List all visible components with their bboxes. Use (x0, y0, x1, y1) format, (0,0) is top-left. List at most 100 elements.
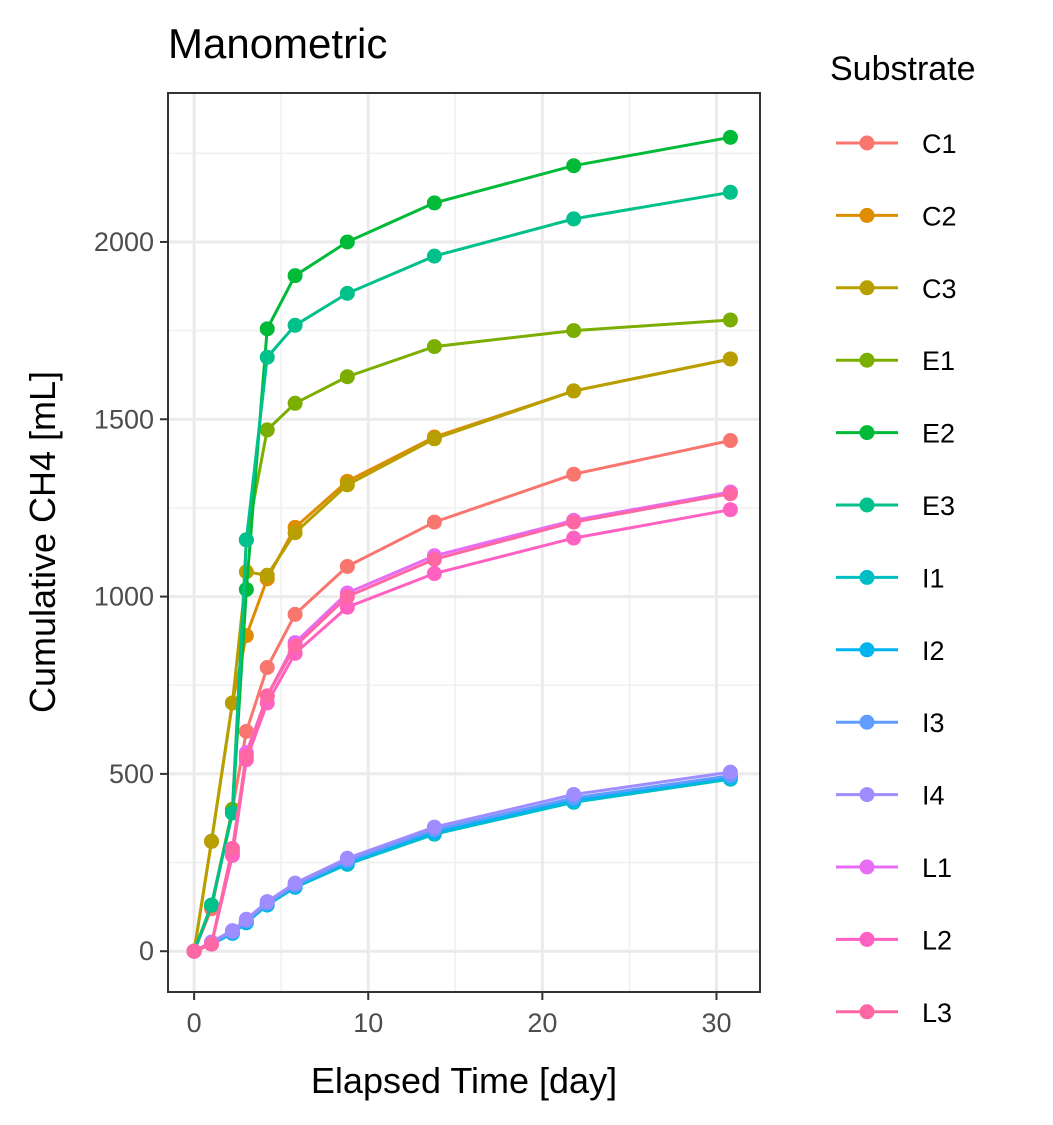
plot-panel (168, 93, 760, 992)
legend-key-point (859, 352, 875, 368)
series-line-I4 (193, 770, 731, 953)
legend-key-point (859, 714, 875, 730)
legend-label: I1 (922, 563, 945, 593)
data-point-I4 (287, 875, 303, 891)
y-axis-title: Cumulative CH4 [mL] (22, 371, 63, 713)
x-tick-label: 20 (527, 1008, 557, 1038)
series-E3 (186, 184, 738, 959)
data-point-I4 (238, 911, 254, 927)
x-tick-label: 30 (701, 1008, 731, 1038)
legend-item-C2: C2 (836, 201, 957, 231)
legend-items: C1 C2 C3 E1 E2 E3 I1 I2 I3 I4 L1 L2 L3 (836, 129, 957, 1028)
data-point-E1 (259, 422, 275, 438)
legend-key-point (859, 642, 875, 658)
data-point-L3 (722, 486, 738, 502)
legend-label: C1 (922, 129, 957, 159)
data-point-E3 (426, 248, 442, 264)
data-point-C1 (259, 660, 275, 676)
series-line-E3 (192, 190, 731, 952)
legend-label: C2 (922, 201, 957, 231)
data-point-E2 (259, 321, 275, 337)
series-layer (186, 129, 738, 959)
legend-key-point (859, 280, 875, 296)
legend-key-point (859, 497, 875, 513)
legend-item-I1: I1 (836, 563, 945, 593)
legend-item-I4: I4 (836, 781, 945, 811)
legend-label: I3 (922, 708, 945, 738)
data-point-L3 (287, 638, 303, 654)
legend-key-point (859, 135, 875, 151)
data-point-E3 (259, 349, 275, 365)
legend-item-L2: L2 (836, 925, 952, 955)
data-point-E2 (339, 234, 355, 250)
data-point-C3 (339, 477, 355, 493)
data-point-E2 (722, 129, 738, 145)
data-point-C1 (287, 606, 303, 622)
series-C3 (186, 351, 738, 959)
legend-key-point (859, 859, 875, 875)
data-point-I4 (566, 786, 582, 802)
data-point-E3 (204, 897, 220, 913)
data-point-C3 (426, 431, 442, 447)
legend-label: I2 (922, 636, 945, 666)
data-point-C1 (566, 466, 582, 482)
data-point-C1 (339, 558, 355, 574)
data-point-I4 (339, 850, 355, 866)
data-point-E3 (238, 532, 254, 548)
legend-key-point (859, 207, 875, 223)
series-line-C3 (192, 357, 731, 952)
data-point-L2 (426, 566, 442, 582)
x-axis-ticks: 0 10 20 30 (187, 992, 731, 1038)
legend-label: C3 (922, 274, 957, 304)
data-point-I4 (426, 819, 442, 835)
legend-title: Substrate (830, 50, 976, 88)
data-point-L3 (186, 943, 202, 959)
data-point-E1 (287, 395, 303, 411)
data-point-C3 (259, 567, 275, 583)
data-point-I4 (259, 894, 275, 910)
data-point-C1 (426, 514, 442, 530)
chart-title: Manometric (168, 20, 387, 67)
legend-label: E1 (922, 346, 955, 376)
data-point-L3 (238, 748, 254, 764)
series-line-L3 (193, 492, 731, 953)
legend-label: L2 (922, 925, 952, 955)
legend-item-C3: C3 (836, 274, 957, 304)
legend-item-C1: C1 (836, 129, 957, 159)
x-tick-label: 10 (353, 1008, 383, 1038)
data-point-L3 (566, 514, 582, 530)
data-point-L2 (722, 502, 738, 518)
data-point-E2 (287, 268, 303, 284)
data-point-C1 (722, 433, 738, 449)
y-tick-label: 2000 (94, 227, 154, 257)
data-point-C1 (238, 723, 254, 739)
data-point-E3 (287, 317, 303, 333)
y-tick-label: 1000 (94, 582, 154, 612)
legend-label: E2 (922, 419, 955, 449)
legend: Substrate C1 C2 C3 E1 E2 E3 I1 I2 I3 I4 L1 L2 L3 (830, 50, 976, 1028)
data-point-E3 (566, 211, 582, 227)
data-point-E2 (426, 195, 442, 211)
data-point-L2 (566, 530, 582, 546)
data-point-E3 (722, 184, 738, 200)
data-point-L3 (224, 840, 240, 856)
legend-label: E3 (922, 491, 955, 521)
legend-item-L1: L1 (836, 853, 952, 883)
legend-item-L3: L3 (836, 998, 952, 1028)
data-point-E2 (238, 581, 254, 597)
data-point-I4 (722, 764, 738, 780)
y-tick-label: 1500 (94, 404, 154, 434)
data-point-E1 (566, 323, 582, 339)
data-point-C3 (722, 351, 738, 367)
data-point-E1 (339, 369, 355, 385)
data-point-L3 (426, 551, 442, 567)
legend-key-point (859, 931, 875, 947)
legend-label: I4 (922, 781, 945, 811)
data-point-E3 (339, 285, 355, 301)
legend-item-I2: I2 (836, 636, 945, 666)
x-axis-title: Elapsed Time [day] (311, 1060, 617, 1101)
plot-border (167, 92, 761, 993)
data-point-E1 (426, 339, 442, 355)
legend-label: L3 (922, 998, 952, 1028)
y-tick-label: 500 (109, 759, 154, 789)
